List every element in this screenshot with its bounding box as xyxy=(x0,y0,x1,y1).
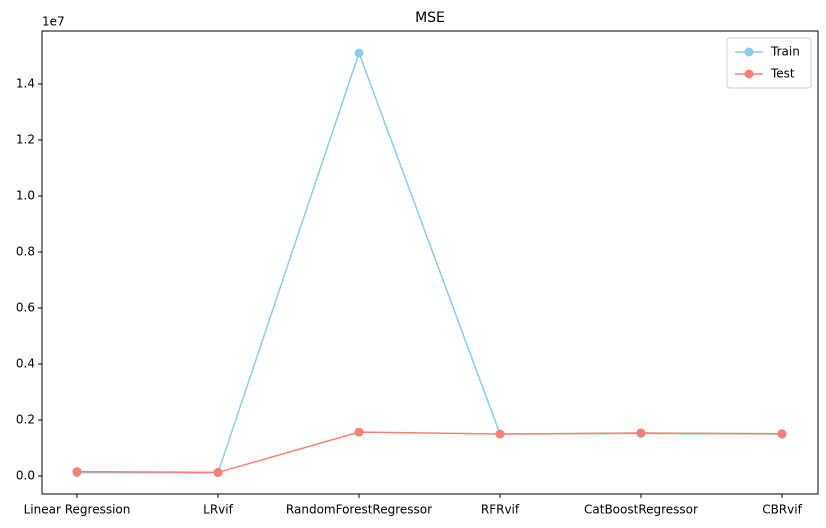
y-tick-label: 1.4 xyxy=(16,76,35,90)
x-tick-label: CBRvif xyxy=(762,503,802,517)
point xyxy=(72,467,82,477)
x-tick-label: LRvif xyxy=(203,503,233,517)
legend-marker xyxy=(744,47,754,57)
y-tick-label: 0.2 xyxy=(16,413,35,427)
legend-label: Test xyxy=(770,67,795,81)
point xyxy=(495,429,505,439)
point xyxy=(354,427,364,437)
point xyxy=(636,428,646,438)
x-tick-label: RandomForestRegressor xyxy=(286,503,432,517)
x-tick-label: RFRvif xyxy=(481,503,520,517)
y-tick-label: 1.0 xyxy=(16,188,35,202)
point xyxy=(777,429,787,439)
series-line xyxy=(77,50,783,474)
chart-title: MSE xyxy=(415,10,445,26)
y-tick-label: 0.8 xyxy=(16,244,35,258)
offset-label: 1e7 xyxy=(42,15,65,29)
legend-label: Train xyxy=(770,45,800,59)
point xyxy=(354,48,364,58)
y-tick-label: 0.6 xyxy=(16,301,35,315)
x-tick-label: Linear Regression xyxy=(24,503,131,517)
y-tick-label: 0.0 xyxy=(16,469,35,483)
point xyxy=(213,467,223,477)
legend-marker xyxy=(744,69,754,79)
y-tick-label: 1.2 xyxy=(16,132,35,146)
series-line xyxy=(76,431,783,474)
y-tick-label: 0.4 xyxy=(16,357,35,371)
plot-frame xyxy=(41,30,819,495)
x-tick-label: CatBoostRegressor xyxy=(584,503,698,517)
